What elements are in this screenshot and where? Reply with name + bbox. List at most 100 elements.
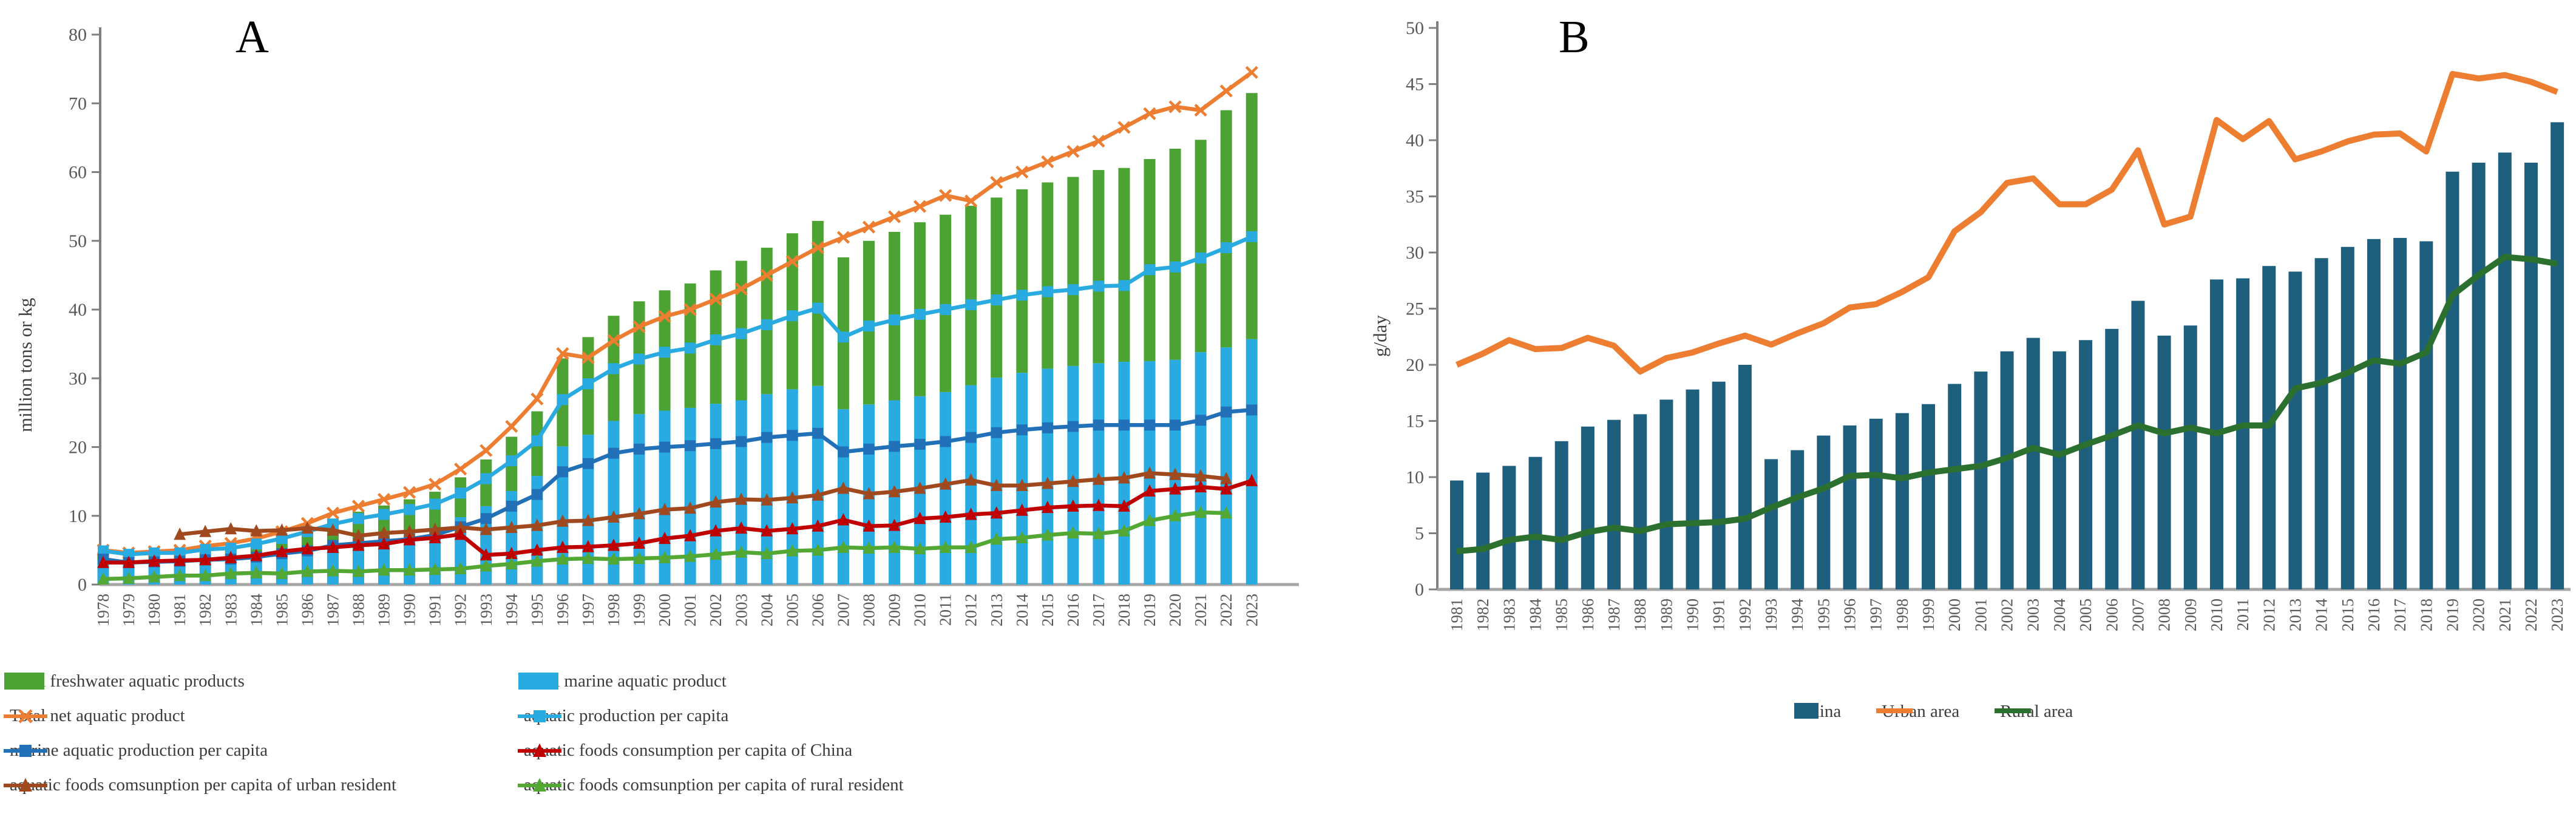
triangle-marker-icon (1195, 505, 1207, 518)
triangle-marker-icon (659, 503, 671, 515)
square-marker-icon (534, 710, 546, 722)
y-tick-label: 25 (1406, 299, 1424, 319)
bar (2314, 258, 2328, 589)
x-tick-label: 2016 (2365, 599, 2383, 631)
square-marker-icon (1246, 231, 1258, 242)
legend-label: Total freshwater aquatic products (10, 671, 245, 691)
y-tick-label: 45 (1406, 75, 1424, 95)
triangle-marker-icon (1118, 499, 1130, 512)
triangle-marker-icon (530, 518, 543, 531)
line-series (174, 466, 1233, 541)
bar (940, 214, 952, 392)
x-tick-label: 1991 (1710, 599, 1728, 631)
bar (1554, 441, 1568, 589)
triangle-marker-icon (633, 551, 645, 564)
x-tick-label: 2013 (2286, 599, 2304, 631)
x-tick-label: 2009 (886, 594, 904, 626)
triangle-marker-icon (812, 543, 824, 556)
x-marker-icon (1168, 100, 1182, 114)
square-marker-icon (659, 347, 671, 358)
triangle-marker-icon (454, 527, 467, 540)
y-tick-label: 70 (69, 93, 87, 114)
square-marker-icon (480, 513, 492, 524)
bar (2498, 152, 2512, 590)
x-marker-icon (811, 241, 824, 254)
x-tick-label: 1998 (1893, 599, 1911, 631)
bar (1144, 158, 1156, 361)
triangle-marker-icon (786, 544, 799, 557)
x-tick-label: 1993 (477, 594, 495, 626)
triangle-marker-icon (913, 512, 926, 524)
bar (1502, 466, 1516, 589)
line-series (98, 231, 1258, 560)
bar (2026, 337, 2040, 589)
x-tick-label: 1982 (196, 594, 214, 626)
triangle-marker-icon (327, 523, 339, 536)
swatch-icon (4, 778, 47, 792)
bar (1948, 384, 1962, 589)
triangle-marker-icon (582, 551, 594, 564)
triangle-marker-icon (403, 524, 416, 537)
triangle-marker-icon (1169, 467, 1181, 480)
legend-label: marine aquatic production per capita (10, 741, 268, 760)
bar (1195, 352, 1207, 585)
triangle-marker-icon (582, 514, 594, 526)
x-tick-label: 1992 (1736, 599, 1754, 631)
legend-item-freshwater: Total freshwater aquatic products (4, 671, 245, 691)
square-marker-icon (889, 441, 900, 452)
triangle-marker-icon (990, 478, 1003, 491)
triangle-marker-icon (1144, 466, 1156, 479)
square-marker-icon (404, 504, 415, 515)
square-marker-icon (506, 455, 517, 467)
bar-swatch (518, 673, 558, 690)
series-line (103, 408, 1252, 565)
triangle-marker-icon (505, 546, 518, 560)
square-marker-icon (557, 466, 568, 478)
square-marker-icon (582, 458, 594, 469)
triangle-marker-icon (1118, 524, 1130, 537)
square-marker-icon (634, 353, 645, 365)
triangle-marker-icon (1195, 480, 1207, 493)
triangle-marker-icon (1169, 509, 1181, 521)
x-tick-label: 1978 (94, 594, 112, 626)
square-marker-icon (1093, 419, 1104, 431)
triangle-marker-icon (533, 743, 546, 757)
triangle-marker-icon (480, 559, 492, 572)
x-marker-icon (990, 175, 1003, 189)
square-marker-icon (200, 544, 211, 555)
triangle-marker-icon (710, 524, 722, 537)
bar (1528, 456, 1542, 589)
x-marker-icon (351, 500, 365, 513)
x-tick-label: 2011 (937, 594, 955, 626)
series-line (1456, 70, 2558, 375)
triangle-marker-icon (659, 551, 671, 563)
swatch-icon (1995, 708, 2032, 713)
triangle-marker-icon (863, 519, 875, 532)
triangle-marker-icon (403, 533, 416, 546)
legend-item-marine-per-capita: marine aquatic production per capita (4, 741, 268, 761)
x-tick-label: 2016 (1064, 594, 1082, 626)
square-marker-icon (965, 432, 977, 443)
triangle-marker-icon (812, 488, 824, 501)
square-marker-icon (863, 443, 875, 455)
triangle-marker-icon (505, 557, 518, 570)
x-marker-icon (836, 231, 850, 244)
x-tick-label: 1989 (375, 594, 393, 626)
y-tick-label: 30 (69, 368, 87, 388)
square-marker-icon (429, 498, 441, 510)
swatch-icon (518, 710, 561, 722)
x-tick-label: 2004 (758, 594, 776, 627)
legend-item-china-bars: China (1794, 702, 1841, 722)
triangle-marker-icon (1220, 506, 1233, 519)
square-marker-icon (1195, 253, 1207, 264)
x-tick-label: 2009 (2181, 599, 2200, 631)
triangle-marker-icon (1093, 472, 1105, 485)
triangle-marker-icon (1041, 477, 1054, 489)
triangle-marker-icon (1144, 484, 1156, 497)
x-tick-label: 2005 (2076, 599, 2095, 631)
triangle-marker-icon (939, 477, 952, 490)
x-axis-labels: 1981 1982 1983 1984 1985 1986 1987 1988 1989 1990… (1448, 599, 2566, 632)
x-tick-label: 2021 (1191, 594, 1210, 626)
square-marker-icon (531, 489, 543, 500)
